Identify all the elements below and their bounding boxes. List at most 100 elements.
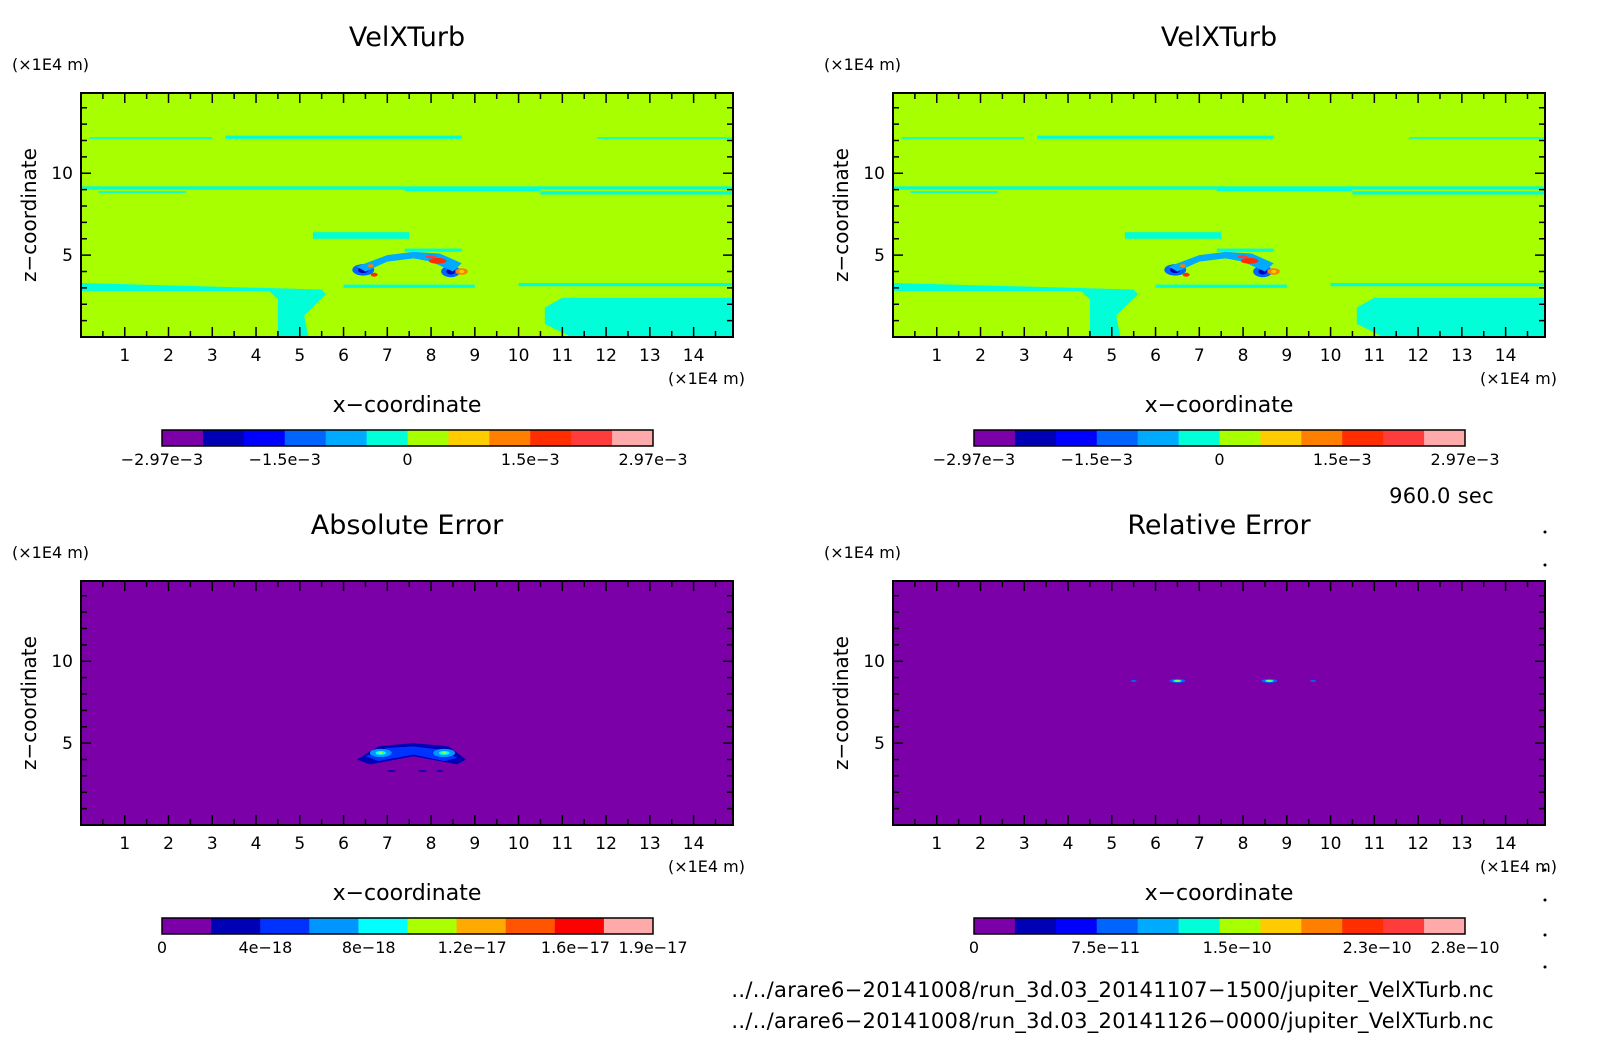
- x-tick-label: 7: [1194, 346, 1205, 366]
- colorbar-swatch: [1219, 918, 1261, 934]
- x-unit-label: (×1E4 m): [668, 369, 745, 388]
- x-tick-label: 10: [1320, 346, 1342, 366]
- x-axis-label: x−coordinate: [333, 881, 482, 906]
- x-tick-label: 8: [1238, 346, 1249, 366]
- y-ticks: [81, 106, 733, 322]
- colorbar-swatch: [456, 918, 507, 934]
- y-ticks: [81, 594, 733, 810]
- x-axis-label: x−coordinate: [1145, 393, 1294, 418]
- colorbar-swatch: [1260, 918, 1302, 934]
- colorbar-swatch: [1137, 918, 1180, 934]
- colorbar-swatch: [1096, 430, 1139, 446]
- colorbar-swatch: [1383, 430, 1425, 446]
- colorbar-label: 2.3e−10: [1343, 938, 1412, 957]
- margin-dot: [1543, 965, 1547, 969]
- colorbar-label: 0: [969, 938, 979, 957]
- colorbar-swatch: [1342, 430, 1384, 446]
- colorbar-swatch: [202, 430, 245, 446]
- colorbar-swatch: [1137, 430, 1180, 446]
- colorbar-swatch: [1301, 918, 1343, 934]
- colorbar-swatch: [162, 918, 212, 934]
- chart-title: Relative Error: [1127, 510, 1311, 541]
- x-tick-label: 13: [639, 834, 661, 854]
- x-tick-label: 14: [1495, 834, 1517, 854]
- x-tick-label: 5: [294, 346, 305, 366]
- colorbar-swatch: [407, 430, 449, 446]
- chart-panel-2: VelXTurb(×1E4 m)(×1E4 m)1 2 3 4 5 6 7 8 9 10 11 12 1…: [824, 22, 1557, 469]
- colorbar-swatch: [1014, 918, 1057, 934]
- y-tick-label: 10: [51, 164, 73, 184]
- x-tick-label: 6: [1150, 346, 1161, 366]
- colorbar-label: 1.5e−10: [1203, 938, 1272, 957]
- x-tick-label: 7: [382, 346, 393, 366]
- colorbar-swatch: [505, 918, 556, 934]
- colorbar-label: 1.5e−3: [501, 450, 560, 469]
- x-tick-label: 6: [1150, 834, 1161, 854]
- colorbar-swatch: [162, 430, 204, 446]
- y-tick-label: 10: [863, 652, 885, 672]
- plot-frame: [80, 580, 734, 826]
- colorbar-swatch: [1055, 918, 1098, 934]
- chart-panel-4: Relative Error(×1E4 m)(×1E4 m)1 2 3 4 5 6 7 8 9 1…: [824, 510, 1557, 957]
- y-ticks: [893, 106, 1545, 322]
- y-unit-label: (×1E4 m): [12, 543, 89, 562]
- x-tick-label: 6: [338, 834, 349, 854]
- colorbar-swatch: [571, 430, 613, 446]
- x-tick-label: 4: [251, 834, 262, 854]
- x-tick-label: 8: [1238, 834, 1249, 854]
- y-unit-label: (×1E4 m): [824, 55, 901, 74]
- x-ticks: [102, 93, 717, 337]
- x-tick-label: 7: [1194, 834, 1205, 854]
- x-tick-label: 4: [1063, 834, 1074, 854]
- y-axis-label: z−coordinate: [17, 636, 41, 770]
- x-axis-label: x−coordinate: [1145, 881, 1294, 906]
- margin-dot: [1543, 868, 1547, 872]
- heatmap-field: [893, 93, 1545, 337]
- x-tick-label: 3: [207, 834, 218, 854]
- x-tick-label: 4: [1063, 346, 1074, 366]
- colorbar-swatch: [489, 430, 531, 446]
- plot-frame: [892, 580, 1546, 826]
- colorbar-swatch: [284, 430, 327, 446]
- x-tick-label: 11: [552, 346, 574, 366]
- x-tick-label: 12: [1407, 346, 1429, 366]
- colorbar: 0 4e−18 8e−18 1.2e−17 1.6e−17 1.9e−17: [157, 917, 688, 957]
- x-tick-label: 14: [683, 346, 705, 366]
- colorbar-swatch: [1383, 918, 1425, 934]
- colorbar-swatch: [603, 918, 654, 934]
- y-tick-label: 5: [874, 246, 885, 266]
- colorbar-swatch: [1260, 430, 1302, 446]
- colorbar-swatch: [325, 430, 368, 446]
- colorbar-swatch: [530, 430, 572, 446]
- margin-dot: [1543, 563, 1547, 567]
- x-tick-label: 2: [975, 346, 986, 366]
- x-tick-label: 1: [119, 834, 130, 854]
- colorbar-label: 1.2e−17: [438, 938, 507, 957]
- heatmap-field: [893, 581, 1545, 825]
- x-tick-label: 5: [1106, 346, 1117, 366]
- x-unit-label: (×1E4 m): [1480, 369, 1557, 388]
- x-tick-label: 5: [1106, 834, 1117, 854]
- x-tick-label: 9: [469, 834, 480, 854]
- colorbar-label: −1.5e−3: [249, 450, 321, 469]
- x-tick-label: 3: [1019, 346, 1030, 366]
- colorbar-swatch: [358, 918, 408, 934]
- colorbar: 0 7.5e−11 1.5e−10 2.3e−10 2.8e−10: [969, 917, 1500, 957]
- x-ticks: [914, 581, 1529, 825]
- colorbar-swatch: [407, 918, 458, 934]
- x-axis-label: x−coordinate: [333, 393, 482, 418]
- chart-panel-3: Absolute Error(×1E4 m)(×1E4 m)1 2 3 4 5 6 7 8 9 1…: [12, 510, 745, 957]
- x-tick-label: 2: [163, 834, 174, 854]
- x-tick-label: 14: [1495, 346, 1517, 366]
- plot-frame: [80, 92, 734, 338]
- margin-dot: [1543, 530, 1547, 534]
- colorbar-label: −2.97e−3: [121, 450, 203, 469]
- x-tick-label: 1: [931, 834, 942, 854]
- colorbar-frame: [973, 917, 1466, 935]
- colorbar: −2.97e−3 −1.5e−3 0 1.5e−3 2.97e−3: [933, 429, 1500, 469]
- colorbar-label: 1.6e−17: [541, 938, 610, 957]
- x-tick-label: 12: [1407, 834, 1429, 854]
- colorbar-label: 2.97e−3: [618, 450, 687, 469]
- colorbar-label: 4e−18: [238, 938, 292, 957]
- colorbar-label: 0: [1214, 450, 1224, 469]
